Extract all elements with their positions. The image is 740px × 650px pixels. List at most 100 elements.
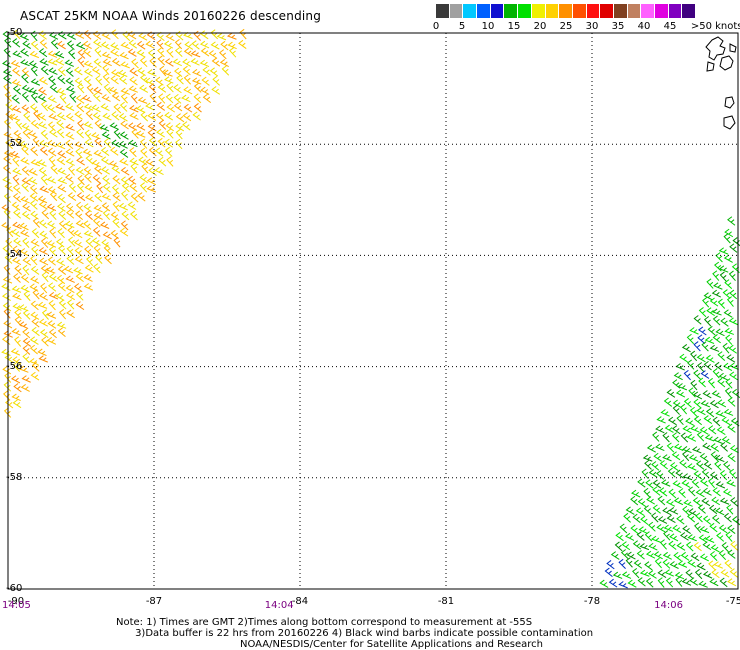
wind-barb <box>11 393 21 402</box>
wind-barb <box>83 60 94 68</box>
wind-barb <box>682 525 691 534</box>
wind-barb <box>58 299 67 310</box>
wind-barb <box>699 553 709 562</box>
wind-barb <box>145 102 155 111</box>
wind-barb <box>49 128 58 138</box>
wind-barb <box>91 66 101 75</box>
wind-barb <box>128 122 137 131</box>
wind-barb <box>147 112 157 121</box>
scale-swatch <box>641 4 655 18</box>
wind-barb <box>3 390 11 401</box>
wind-barb <box>623 512 631 523</box>
wind-barb <box>84 138 94 148</box>
wind-barb <box>644 561 653 571</box>
wind-barb <box>112 175 121 185</box>
wind-barb <box>27 130 38 138</box>
wind-barb <box>31 361 40 372</box>
wind-barb <box>100 147 110 156</box>
wind-barb <box>672 425 681 435</box>
wind-barb <box>67 226 76 237</box>
wind-barb <box>31 318 40 328</box>
wind-barb <box>30 254 38 266</box>
wind-barb <box>68 48 76 60</box>
wind-barb <box>45 266 56 274</box>
wind-barb <box>190 58 200 66</box>
wind-barb <box>664 569 674 577</box>
wind-barb <box>30 300 39 311</box>
wind-barb <box>47 147 57 157</box>
wind-barb <box>56 258 66 267</box>
wind-barb <box>120 220 129 231</box>
wind-barb <box>12 245 21 256</box>
wind-barb <box>156 128 165 138</box>
wind-barb <box>708 560 716 571</box>
wind-barb <box>673 551 682 562</box>
wind-barb <box>703 415 713 424</box>
wind-barb <box>37 121 48 129</box>
wind-barb <box>667 467 676 478</box>
wind-barb <box>84 172 92 183</box>
wind-barb <box>22 344 31 355</box>
wind-barb <box>136 49 146 58</box>
wind-barb <box>671 451 681 461</box>
wind-barb <box>57 167 67 176</box>
wind-barb <box>720 441 728 452</box>
wind-barb <box>642 454 653 462</box>
longitude-label: -78 <box>583 596 601 607</box>
wind-barb <box>91 104 101 113</box>
wind-barb <box>688 508 698 517</box>
wind-barb <box>657 516 668 524</box>
wind-barb <box>77 56 85 68</box>
wind-barb <box>648 542 658 551</box>
footnote: Note: 1) Times are GMT 2)Times along bot… <box>116 617 593 650</box>
wind-barb <box>49 83 58 94</box>
wind-barb <box>182 112 192 122</box>
wind-barb <box>93 244 101 255</box>
wind-barb <box>662 432 670 443</box>
wind-barb <box>57 282 66 292</box>
wind-barb <box>21 91 30 102</box>
wind-barb <box>641 468 649 479</box>
wind-barb <box>672 524 682 533</box>
wind-barb <box>706 307 715 317</box>
wind-barb <box>112 192 121 202</box>
wind-barb <box>92 174 101 184</box>
wind-barb <box>3 330 13 338</box>
wind-barb <box>2 176 12 185</box>
wind-barb <box>702 442 712 451</box>
wind-barb <box>710 443 720 452</box>
wind-barb <box>14 136 23 147</box>
wind-barb <box>38 257 49 266</box>
wind-barb <box>220 40 229 51</box>
scale-swatch <box>600 4 614 18</box>
wind-barb <box>618 558 626 569</box>
wind-barb <box>721 542 729 553</box>
wind-barb <box>164 111 174 121</box>
wind-barb <box>110 75 119 85</box>
scale-label: 35 <box>611 21 625 32</box>
wind-barb <box>680 403 688 415</box>
wind-barb <box>621 571 632 579</box>
wind-barb <box>712 270 720 281</box>
latitude-label: -58 <box>6 471 23 483</box>
wind-barb <box>145 40 155 49</box>
wind-barb <box>626 551 636 560</box>
wind-barb <box>688 454 699 462</box>
wind-barb <box>75 290 84 301</box>
wind-barb <box>22 237 30 248</box>
wind-barb <box>86 255 94 267</box>
wind-barb <box>637 478 646 488</box>
wind-barb <box>709 344 720 352</box>
wind-barb <box>140 138 148 149</box>
wind-barb <box>46 203 57 212</box>
wind-barb <box>729 243 738 253</box>
wind-barb <box>726 504 734 515</box>
wind-barb <box>30 78 41 86</box>
wind-barb <box>725 334 733 345</box>
wind-barb <box>173 93 182 104</box>
wind-barb <box>94 46 102 58</box>
wind-barb <box>136 122 146 131</box>
wind-barb <box>673 443 684 451</box>
wind-barb <box>20 196 30 204</box>
wind-barb <box>37 301 48 309</box>
